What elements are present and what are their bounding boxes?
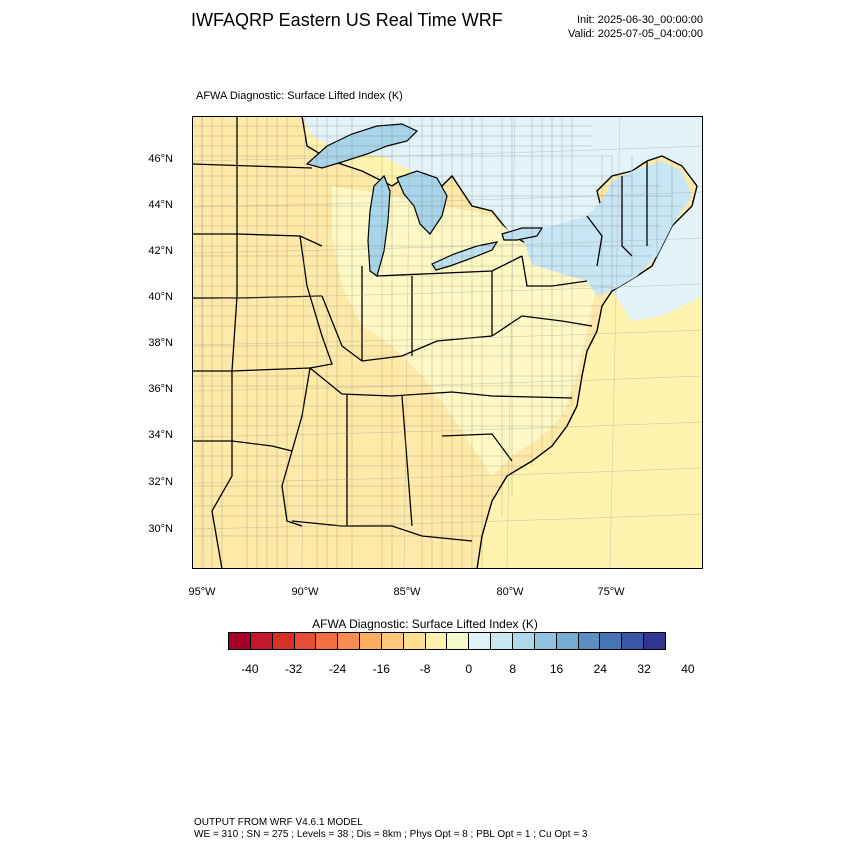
colorbar-cell (360, 633, 382, 649)
colorbar-cell (250, 633, 273, 649)
colorbar-cell (338, 633, 361, 649)
colorbar-cell (578, 633, 601, 649)
colorbar-tick-label: -40 (241, 662, 259, 676)
lat-label: 32°N (148, 476, 173, 488)
lat-label: 30°N (148, 523, 173, 535)
colorbar (228, 632, 666, 650)
colorbar-tick-label: 32 (637, 662, 651, 676)
main-title: IWFAQRP Eastern US Real Time WRF (191, 10, 503, 30)
lat-label: 36°N (148, 383, 173, 395)
colorbar-cell (512, 633, 535, 649)
colorbar-tick-label: -24 (328, 662, 347, 676)
colorbar-cell (294, 633, 317, 649)
colorbar-cell (644, 633, 665, 649)
colorbar-cell (381, 633, 404, 649)
lat-label: 40°N (148, 291, 173, 303)
lat-label: 42°N (148, 245, 173, 257)
colorbar-cell (316, 633, 339, 649)
colorbar-tick-label: 24 (593, 662, 607, 676)
colorbar-title: AFWA Diagnostic: Surface Lifted Index (K… (312, 617, 538, 631)
colorbar-cell (556, 633, 579, 649)
map-panel (192, 116, 703, 569)
colorbar-tick-label: -32 (285, 662, 303, 676)
colorbar-tick-label: -16 (372, 662, 390, 676)
colorbar-tick-label: 8 (509, 662, 517, 676)
lon-label: 95°W (188, 586, 216, 598)
colorbar-tick-label: 40 (681, 662, 695, 676)
colorbar-cell (447, 633, 470, 649)
lon-label: 85°W (393, 586, 421, 598)
colorbar-cell (403, 633, 426, 649)
colorbar-cell (491, 633, 513, 649)
colorbar-tick-label: -8 (419, 662, 431, 676)
colorbar-cell (229, 633, 251, 649)
lon-label: 80°W (496, 586, 524, 598)
lat-label: 46°N (148, 153, 173, 165)
model-params: WE = 310 ; SN = 275 ; Levels = 38 ; Dis … (194, 829, 588, 840)
colorbar-cell (469, 633, 492, 649)
map-subtitle: AFWA Diagnostic: Surface Lifted Index (K… (196, 90, 403, 102)
colorbar-cell (534, 633, 557, 649)
model-info: OUTPUT FROM WRF V4.6.1 MODEL (194, 817, 363, 828)
new-england-cool (522, 161, 692, 296)
colorbar-cell (272, 633, 295, 649)
lon-label: 75°W (597, 586, 625, 598)
lat-label: 34°N (148, 429, 173, 441)
lon-label: 90°W (291, 586, 319, 598)
graticule (192, 116, 703, 569)
init-time: Init: 2025-06-30_00:00:00 (577, 14, 703, 26)
valid-time: Valid: 2025-07-05_04:00:00 (568, 28, 703, 40)
colorbar-tick-label: 16 (549, 662, 564, 676)
colorbar-tick-label: 0 (465, 662, 473, 676)
lat-label: 38°N (148, 337, 173, 349)
lat-label: 44°N (148, 199, 173, 211)
colorbar-cell (425, 633, 448, 649)
colorbar-cell (622, 633, 645, 649)
colorbar-cell (600, 633, 623, 649)
